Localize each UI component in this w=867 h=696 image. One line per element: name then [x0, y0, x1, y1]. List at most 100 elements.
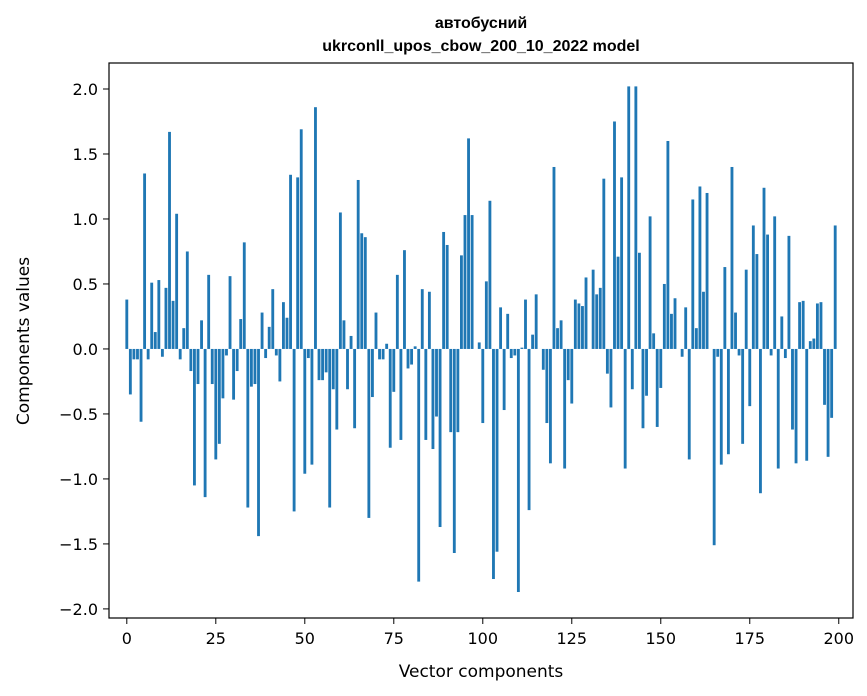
bar-128 [581, 306, 584, 349]
bar-39 [264, 348, 268, 359]
bar-183 [776, 348, 780, 469]
bar-173 [741, 348, 745, 444]
bar-146 [645, 348, 648, 396]
bar-127 [577, 303, 581, 349]
bar-151 [662, 283, 666, 349]
chart-subtitle: ukrconll_upos_cbow_200_10_2022 model [322, 38, 639, 55]
bar-72 [381, 348, 385, 360]
y-tick-label: 0.5 [73, 275, 98, 294]
bar-11 [164, 287, 168, 349]
bar-12 [168, 131, 171, 349]
chart-title: автобусний [435, 15, 527, 32]
bar-198 [830, 348, 834, 418]
bar-18 [189, 348, 193, 372]
bar-154 [673, 298, 677, 349]
bar-26 [217, 348, 221, 444]
x-tick-label: 100 [468, 629, 499, 648]
bar-36 [253, 348, 257, 385]
bar-45 [285, 317, 289, 349]
bar-4 [139, 348, 143, 422]
x-tick-label: 25 [206, 629, 226, 648]
bar-189 [798, 302, 802, 349]
bar-49 [299, 129, 303, 349]
bar-176 [751, 225, 755, 349]
bar-148 [652, 333, 656, 349]
bar-48 [296, 177, 300, 349]
bar-118 [545, 348, 549, 424]
bar-80 [410, 348, 414, 365]
bar-147 [648, 216, 652, 349]
plot-frame [108, 62, 854, 619]
bar-13 [171, 300, 175, 349]
bar-20 [196, 348, 200, 385]
bar-73 [385, 343, 389, 349]
bar-142 [630, 348, 634, 390]
bar-159 [691, 199, 695, 349]
bar-188 [794, 348, 798, 464]
y-tick-label: 1.0 [73, 210, 98, 229]
bar-55 [321, 348, 325, 381]
bar-3 [136, 348, 139, 360]
x-tick-label: 200 [823, 629, 854, 648]
bar-107 [506, 313, 510, 349]
bar-69 [371, 348, 374, 398]
y-axis-label: Components values [14, 257, 34, 425]
bar-53 [314, 107, 317, 349]
bar-54 [317, 348, 321, 381]
bar-87 [435, 348, 438, 417]
bar-149 [655, 348, 659, 427]
bar-60 [338, 212, 342, 349]
bar-group [125, 86, 837, 593]
bar-70 [374, 312, 378, 349]
bar-8 [153, 332, 157, 349]
bar-126 [573, 299, 577, 349]
bar-122 [559, 320, 563, 349]
bar-168 [723, 267, 727, 349]
bar-175 [748, 348, 752, 407]
bar-64 [353, 348, 357, 429]
bar-115 [534, 294, 538, 349]
y-tick-label: 0.0 [73, 340, 98, 359]
bar-140 [623, 348, 627, 469]
bar-158 [687, 348, 691, 460]
bar-143 [634, 86, 638, 349]
y-tick-label: 2.0 [73, 80, 98, 99]
bar-59 [335, 348, 339, 430]
bar-199 [833, 225, 837, 349]
bar-114 [531, 334, 535, 349]
bar-112 [524, 299, 527, 349]
bar-95 [463, 215, 467, 349]
bar-163 [705, 192, 709, 349]
bar-194 [815, 303, 819, 349]
bar-153 [670, 313, 673, 349]
bar-23 [207, 274, 211, 349]
bar-172 [737, 348, 741, 356]
bar-167 [719, 348, 723, 465]
y-tick-label: −1.0 [59, 470, 98, 489]
bar-38 [260, 312, 264, 349]
bar-184 [780, 316, 784, 349]
bar-50 [303, 348, 307, 474]
bar-170 [730, 166, 734, 349]
bar-75 [392, 348, 396, 392]
bar-121 [556, 328, 559, 349]
bar-79 [406, 348, 410, 369]
bar-165 [712, 348, 716, 546]
bar-44 [282, 302, 285, 349]
bar-84 [424, 348, 428, 440]
bar-129 [584, 277, 588, 349]
bar-123 [563, 348, 567, 469]
bar-27 [221, 348, 225, 399]
bar-32 [239, 319, 243, 349]
bar-93 [456, 348, 460, 433]
bar-136 [609, 348, 613, 408]
bar-193 [812, 338, 816, 349]
bar-52 [310, 348, 314, 465]
bar-83 [420, 289, 424, 349]
bar-96 [467, 138, 470, 349]
bar-63 [349, 335, 353, 349]
bar-99 [477, 342, 481, 349]
bar-74 [388, 348, 392, 448]
bar-191 [805, 348, 809, 461]
bar-29 [228, 276, 232, 349]
